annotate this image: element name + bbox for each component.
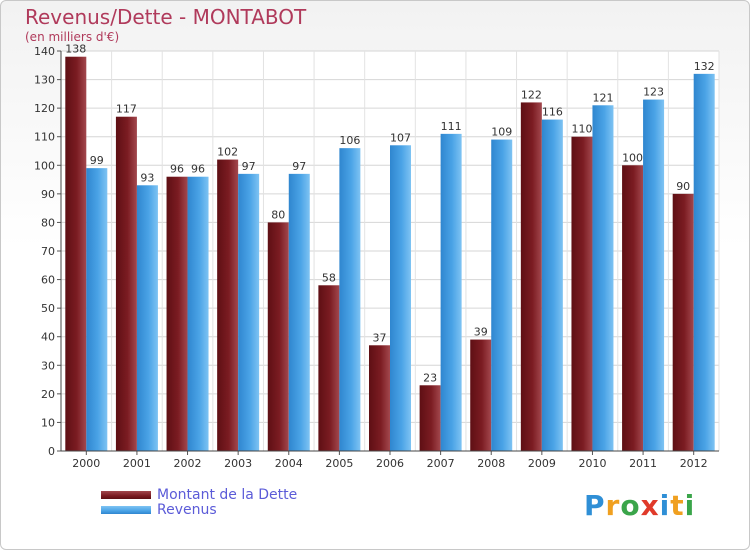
data-label-debt: 122	[521, 88, 542, 101]
brand-logo: Proxiti	[584, 489, 695, 522]
brand-letter: r	[605, 489, 621, 522]
data-label-debt: 138	[65, 43, 86, 56]
y-tick-label: 50	[41, 302, 55, 315]
data-label-revenue: 116	[542, 106, 563, 119]
y-tick-label: 10	[41, 416, 55, 429]
bar-revenue	[187, 176, 209, 451]
data-label-revenue: 109	[491, 126, 512, 139]
data-label-revenue: 121	[592, 91, 613, 104]
y-tick-label: 100	[34, 159, 55, 172]
brand-letter: i	[659, 489, 671, 522]
data-label-revenue: 123	[643, 86, 664, 99]
bar-revenue	[643, 99, 665, 452]
bar-revenue	[339, 148, 361, 451]
legend-label-revenue: Revenus	[157, 501, 217, 518]
data-label-debt: 23	[423, 371, 437, 384]
bar-revenue	[693, 73, 715, 451]
data-label-revenue: 107	[390, 131, 411, 144]
x-tick-label: 2009	[528, 457, 556, 470]
legend-swatch-debt	[101, 490, 151, 499]
x-tick-label: 2012	[680, 457, 708, 470]
brand-letter: P	[584, 489, 606, 522]
bar-debt	[520, 102, 542, 451]
data-label-revenue: 97	[292, 160, 306, 173]
bar-debt	[166, 176, 188, 451]
bar-debt	[115, 116, 137, 451]
y-tick-label: 40	[41, 331, 55, 344]
bar-revenue	[440, 133, 462, 451]
legend-item-debt: Montant de la Dette	[101, 486, 298, 503]
data-label-revenue: 99	[90, 154, 104, 167]
bar-revenue	[541, 119, 563, 452]
data-label-revenue: 106	[339, 134, 360, 147]
x-tick-label: 2008	[477, 457, 505, 470]
bar-debt	[267, 222, 289, 451]
x-tick-label: 2004	[275, 457, 303, 470]
brand-letter: o	[620, 489, 641, 522]
x-tick-label: 2006	[376, 457, 404, 470]
data-label-debt: 80	[271, 208, 285, 221]
bar-revenue	[592, 105, 614, 452]
data-label-revenue: 97	[242, 160, 256, 173]
brand-letter: x	[640, 489, 660, 522]
legend: Montant de la Dette Revenus	[101, 486, 298, 518]
bar-revenue	[238, 173, 260, 451]
bar-revenue	[136, 185, 158, 452]
brand-letter: t	[670, 489, 685, 522]
bar-debt	[419, 385, 441, 451]
y-tick-label: 140	[34, 45, 55, 58]
data-label-debt: 90	[676, 180, 690, 193]
bar-debt	[571, 136, 593, 451]
data-label-revenue: 132	[694, 60, 715, 73]
x-tick-label: 2011	[629, 457, 657, 470]
y-tick-label: 0	[48, 445, 55, 458]
y-tick-label: 110	[34, 131, 55, 144]
legend-item-revenue: Revenus	[101, 501, 297, 518]
x-tick-label: 2000	[72, 457, 100, 470]
x-tick-label: 2002	[174, 457, 202, 470]
x-tick-label: 2001	[123, 457, 151, 470]
data-label-debt: 102	[217, 146, 238, 159]
x-tick-label: 2007	[427, 457, 455, 470]
data-label-debt: 37	[373, 331, 387, 344]
y-tick-label: 120	[34, 102, 55, 115]
data-label-debt: 58	[322, 271, 336, 284]
data-label-debt: 96	[170, 163, 184, 176]
legend-swatch-revenue	[101, 505, 151, 514]
bar-revenue	[390, 145, 411, 452]
bar-debt	[622, 165, 644, 452]
brand-letter: i	[684, 489, 696, 522]
bar-debt	[470, 339, 492, 451]
y-tick-label: 80	[41, 216, 55, 229]
bar-debt	[369, 345, 390, 451]
bar-debt	[65, 56, 87, 451]
data-label-revenue: 111	[441, 120, 462, 133]
data-label-debt: 117	[116, 103, 137, 116]
bar-debt	[318, 285, 340, 451]
bar-debt	[217, 159, 239, 452]
y-tick-label: 60	[41, 274, 55, 287]
chart-title: Revenus/Dette - MONTABOT	[25, 5, 307, 29]
y-tick-label: 20	[41, 388, 55, 401]
data-label-debt: 110	[571, 123, 592, 136]
data-label-debt: 100	[622, 151, 643, 164]
legend-label-debt: Montant de la Dette	[157, 486, 298, 503]
bar-debt	[672, 193, 694, 451]
x-tick-label: 2005	[325, 457, 353, 470]
data-label-revenue: 96	[191, 163, 205, 176]
y-tick-label: 90	[41, 188, 55, 201]
bar-revenue	[491, 139, 513, 452]
data-label-debt: 39	[474, 326, 488, 339]
y-tick-label: 70	[41, 245, 55, 258]
x-tick-label: 2003	[224, 457, 252, 470]
bar-revenue	[288, 173, 310, 451]
bar-revenue	[86, 168, 108, 451]
data-label-revenue: 93	[140, 171, 154, 184]
chart-subtitle: (en milliers d'€)	[25, 30, 120, 44]
y-tick-label: 30	[41, 359, 55, 372]
y-tick-label: 130	[34, 74, 55, 87]
x-tick-label: 2010	[578, 457, 606, 470]
